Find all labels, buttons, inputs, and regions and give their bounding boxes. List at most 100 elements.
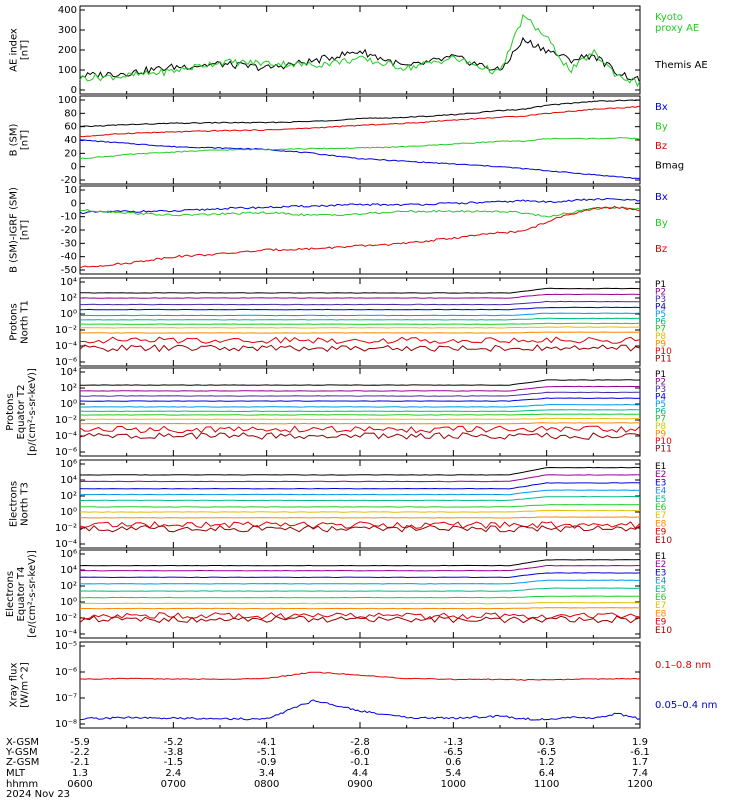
bsm-series-line bbox=[79, 139, 641, 180]
channel-label: E10 bbox=[655, 536, 672, 546]
pt2-channel-line bbox=[79, 397, 641, 402]
et3-channel-line bbox=[79, 524, 641, 533]
y-tick-label: 10⁴ bbox=[60, 277, 77, 288]
et3-channel-line bbox=[80, 466, 641, 476]
ephemeris-value: -6.1 bbox=[630, 747, 650, 758]
y-tick-label: 10⁴ bbox=[60, 367, 77, 378]
bigrf-series-line bbox=[79, 205, 641, 269]
et4-channel-line bbox=[79, 595, 640, 599]
legend-label: Themis AE bbox=[654, 60, 708, 71]
ephemeris-value: 3.4 bbox=[259, 768, 275, 779]
pt1-channel-line bbox=[79, 312, 641, 317]
channel-label: P3 bbox=[655, 385, 666, 395]
y-axis-label: [p/(cm²-s-sr-keV)] bbox=[27, 368, 38, 456]
channel-label: P5 bbox=[655, 400, 666, 410]
panel-frame-xray bbox=[79, 641, 641, 729]
xray-series-line bbox=[79, 671, 641, 681]
channel-label: E9 bbox=[655, 618, 667, 628]
y-axis-label: [e/(cm²-s-sr-keV)] bbox=[27, 550, 38, 638]
et4-channel-line bbox=[79, 602, 640, 605]
pt2-channel-line bbox=[80, 379, 641, 386]
pt1-channel-line bbox=[79, 322, 640, 325]
y-tick-label: 10⁰ bbox=[60, 399, 77, 410]
ephemeris-value: -6.5 bbox=[444, 747, 464, 758]
y-axis-label: North T1 bbox=[20, 300, 31, 344]
ephemeris-value: -2.8 bbox=[350, 737, 370, 748]
channel-label: E7 bbox=[655, 601, 666, 611]
channel-label: E10 bbox=[655, 626, 672, 636]
y-tick-label: 10² bbox=[60, 581, 77, 592]
channel-label: E3 bbox=[655, 568, 666, 578]
channel-label: E3 bbox=[655, 478, 666, 488]
y-tick-label: 10⁻⁴ bbox=[55, 629, 77, 640]
y-axis-label: Xray flux bbox=[9, 663, 20, 708]
panel-frame-et3 bbox=[79, 459, 641, 549]
y-tick-label: 10 bbox=[64, 185, 77, 196]
y-tick-label: 10⁴ bbox=[60, 565, 77, 576]
y-tick-label: 10⁻⁸ bbox=[55, 719, 77, 730]
ephemeris-value: 6.4 bbox=[539, 768, 555, 779]
y-tick-label: 10⁻⁶ bbox=[55, 447, 77, 458]
channel-label: E6 bbox=[655, 503, 667, 513]
ae-series-line bbox=[79, 13, 641, 88]
legend-label: 0.05–0.4 nm bbox=[655, 700, 717, 711]
pt2-channel-line bbox=[80, 422, 641, 425]
y-tick-label: 10⁻⁶ bbox=[55, 667, 77, 678]
pt2-channel-line bbox=[79, 425, 641, 434]
channel-label: P8 bbox=[655, 332, 666, 342]
ephemeris-value: 0.6 bbox=[445, 757, 461, 768]
y-tick-label: 10⁶ bbox=[60, 459, 77, 470]
ephemeris-row-label: hhmm bbox=[6, 779, 38, 790]
y-tick-label: 0 bbox=[71, 85, 77, 96]
y-tick-label: 400 bbox=[58, 5, 77, 16]
y-tick-label: 10² bbox=[60, 293, 77, 304]
y-tick-label: -20 bbox=[61, 225, 77, 236]
y-tick-label: 10⁻² bbox=[55, 523, 77, 534]
y-tick-label: 10⁻² bbox=[55, 415, 77, 426]
y-tick-label: 10⁻² bbox=[55, 325, 77, 336]
ephemeris-value: -1.5 bbox=[164, 757, 184, 768]
y-tick-label: -20 bbox=[61, 175, 77, 186]
y-tick-label: -40 bbox=[61, 252, 77, 263]
channel-label: P6 bbox=[655, 407, 666, 417]
legend-label: By bbox=[655, 122, 668, 133]
channel-label: P6 bbox=[655, 317, 666, 327]
ephemeris-value: 7.4 bbox=[632, 768, 648, 779]
y-tick-label: 10⁰ bbox=[60, 507, 77, 518]
y-axis-label: B (SM)-IGRF (SM) bbox=[9, 187, 20, 273]
ephemeris-value: 1.2 bbox=[539, 757, 555, 768]
ephemeris-value: -0.1 bbox=[350, 757, 370, 768]
ephemeris-value: -2.1 bbox=[70, 757, 90, 768]
ephemeris-value: 5.4 bbox=[445, 768, 461, 779]
channel-label: P4 bbox=[655, 302, 666, 312]
pt1-channel-line bbox=[79, 331, 641, 334]
pt2-channel-line bbox=[80, 403, 641, 408]
channel-label: P11 bbox=[655, 445, 672, 455]
channel-label: E2 bbox=[655, 560, 666, 570]
ae-series-line bbox=[79, 36, 641, 84]
channel-label: P7 bbox=[655, 325, 666, 335]
panel-frame-et4 bbox=[79, 549, 641, 639]
channel-label: E4 bbox=[655, 487, 667, 497]
xray-series-line bbox=[79, 699, 641, 721]
ephemeris-value: -5.1 bbox=[257, 747, 277, 758]
y-tick-label: -30 bbox=[61, 238, 77, 249]
channel-label: E8 bbox=[655, 519, 667, 529]
y-axis-label: B (SM) bbox=[9, 123, 20, 156]
y-tick-label: 10² bbox=[60, 491, 77, 502]
ephemeris-value: 1.3 bbox=[72, 768, 88, 779]
channel-label: E2 bbox=[655, 470, 666, 480]
y-tick-label: 10⁻⁷ bbox=[55, 693, 77, 704]
channel-label: P2 bbox=[655, 287, 666, 297]
et3-channel-line bbox=[79, 474, 641, 483]
ephemeris-value: 0900 bbox=[347, 779, 372, 790]
et4-channel-line bbox=[79, 579, 640, 585]
bigrf-series-line bbox=[79, 197, 641, 215]
pt2-channel-line bbox=[80, 385, 641, 392]
panel-frame-ae bbox=[79, 5, 641, 95]
y-tick-label: 200 bbox=[58, 45, 77, 56]
et3-channel-line bbox=[79, 509, 641, 513]
ephemeris-value: 0700 bbox=[161, 779, 186, 790]
channel-label: E1 bbox=[655, 552, 666, 562]
